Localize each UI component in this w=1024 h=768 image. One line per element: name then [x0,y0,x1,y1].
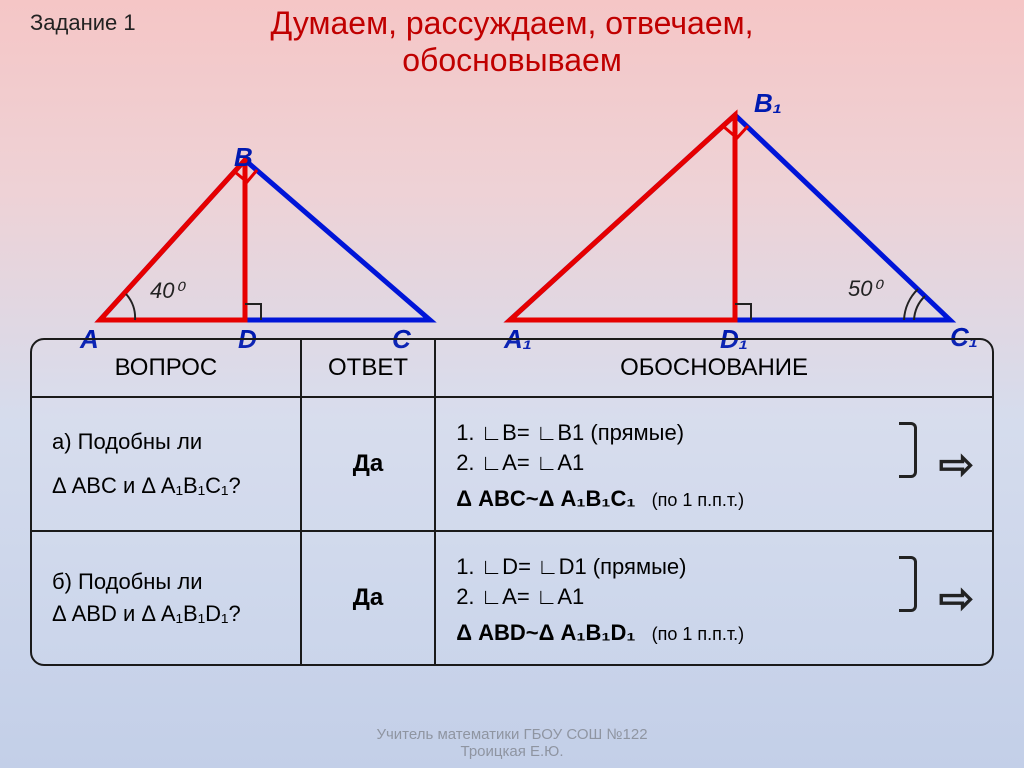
arrow-icon: ⇨ [939,574,974,623]
right-angle-arc-2 [904,289,918,320]
question-cell-b: б) Подобны ли Δ ABD и Δ A₁B₁D₁? [32,531,301,664]
question-b-l2: Δ ABD и Δ A₁B₁D₁? [52,601,280,627]
answer-cell-a: Да [301,397,435,531]
just-b-2: 2. ∟A= ∟A1 [456,584,972,610]
right-angle-label: 50⁰ [848,276,881,302]
just-a-2: 2. ∟A= ∟A1 [456,450,972,476]
label-B1: B₁ [754,88,782,119]
left-angle-arc [126,294,135,320]
conclusion-b: Δ ABD~Δ A₁B₁D₁ (по 1 п.п.т.) [456,620,972,646]
footer-credit: Учитель математики ГБОУ СОШ №122 Троицка… [0,726,1024,760]
right-angle-arc-1 [914,296,925,320]
bracket-icon [899,556,917,612]
question-cell-a: а) Подобны ли Δ ABC и Δ A₁B₁C₁? [32,397,301,531]
label-B: B [234,142,253,173]
answer-b: Да [353,584,383,611]
right-triangle-group [510,115,950,320]
col-justification: ОБОСНОВАНИЕ [435,340,992,397]
triangles-svg [0,90,1024,350]
col-answer: ОТВЕТ [301,340,435,397]
arrow-icon: ⇨ [939,440,974,489]
table-row: а) Подобны ли Δ ABC и Δ A₁B₁C₁? Да 1. ∟B… [32,397,992,531]
col-question: ВОПРОС [32,340,301,397]
answer-a: Да [353,450,383,477]
slide-title: Думаем, рассуждаем, отвечаем, обосновыва… [0,5,1024,79]
note-a: (по 1 п.п.т.) [652,490,745,510]
question-b-l1: б) Подобны ли [52,569,280,595]
bracket-icon [899,422,917,478]
footer-l1: Учитель математики ГБОУ СОШ №122 [376,726,647,743]
answer-cell-b: Да [301,531,435,664]
title-line-1: Думаем, рассуждаем, отвечаем, [270,5,753,41]
question-a-l1: а) Подобны ли [52,429,280,455]
answer-table-wrap: ВОПРОС ОТВЕТ ОБОСНОВАНИЕ а) Подобны ли Δ… [30,338,994,666]
diagram-area: B A D C 40⁰ B₁ A₁ D₁ C₁ 50⁰ [0,90,1024,330]
table-row: б) Подобны ли Δ ABD и Δ A₁B₁D₁? Да 1. ∟D… [32,531,992,664]
table-header-row: ВОПРОС ОТВЕТ ОБОСНОВАНИЕ [32,340,992,397]
question-a-l2: Δ ABC и Δ A₁B₁C₁? [52,473,280,499]
footer-l2: Троицкая Е.Ю. [461,743,564,760]
right-outer-triangle [510,115,950,320]
conclusion-b-text: Δ ABD~Δ A₁B₁D₁ [456,620,635,645]
justification-cell-a: 1. ∟B= ∟B1 (прямые) 2. ∟A= ∟A1 Δ ABC~Δ A… [435,397,992,531]
conclusion-a: Δ ABC~Δ A₁B₁C₁ (по 1 п.п.т.) [456,486,972,512]
left-angle-label: 40⁰ [150,278,183,304]
note-b: (по 1 п.п.т.) [652,624,745,644]
just-a-1: 1. ∟B= ∟B1 (прямые) [456,420,972,446]
justification-cell-b: 1. ∟D= ∟D1 (прямые) 2. ∟A= ∟A1 Δ ABD~Δ A… [435,531,992,664]
title-line-2: обосновываем [402,42,622,78]
right-inner-triangle [510,115,735,320]
conclusion-a-text: Δ ABC~Δ A₁B₁C₁ [456,486,635,511]
just-b-1: 1. ∟D= ∟D1 (прямые) [456,554,972,580]
answer-table: ВОПРОС ОТВЕТ ОБОСНОВАНИЕ а) Подобны ли Δ… [32,340,992,664]
label-B1-text: B₁ [754,88,782,118]
